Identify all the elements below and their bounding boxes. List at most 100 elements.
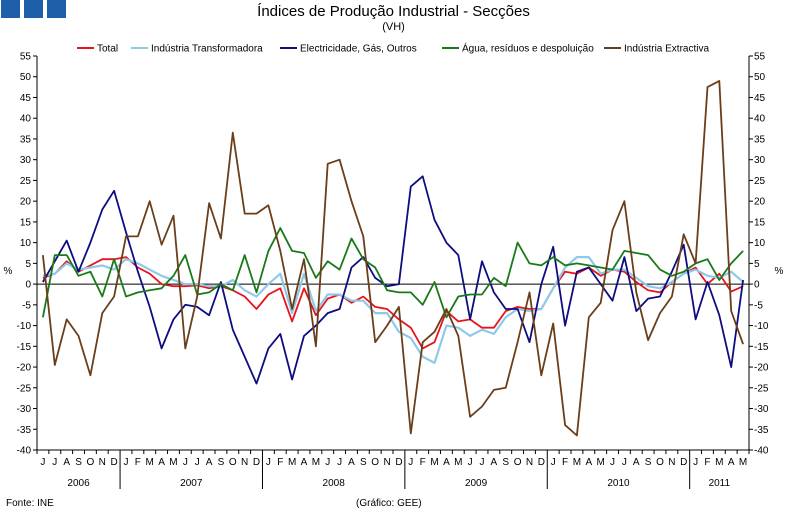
credit-note: (Gráfico: GEE) (356, 498, 422, 509)
y-tick-label-left: 0 (25, 280, 31, 291)
x-tick-label: S (75, 457, 82, 468)
y-tick-label-left: 10 (20, 238, 32, 249)
x-tick-label: J (480, 457, 485, 468)
y-axis-label-left: % (4, 266, 13, 277)
y-tick-label-left: 55 (20, 52, 32, 63)
logo-block-1 (1, 0, 20, 18)
x-tick-label: A (301, 457, 308, 468)
x-tick-label: M (169, 457, 177, 468)
x-tick-label: M (573, 457, 581, 468)
y-tick-label-right: 15 (754, 217, 766, 228)
x-tick-label: A (348, 457, 355, 468)
x-tick-label: A (728, 457, 735, 468)
x-tick-label: J (610, 457, 615, 468)
year-label: 2007 (180, 478, 203, 489)
logo-block-2 (24, 0, 43, 18)
year-label: 2011 (709, 478, 731, 489)
x-tick-label: A (491, 457, 498, 468)
legend-label-4: Água, resíduos e despoluição (462, 42, 594, 55)
y-tick-label-right: 20 (754, 197, 766, 208)
x-tick-label: O (514, 457, 522, 468)
year-label: 2006 (67, 478, 90, 489)
x-tick-label: D (253, 457, 260, 468)
x-tick-label: J (468, 457, 473, 468)
y-tick-label-right: 55 (754, 52, 766, 63)
y-tick-label-right: 25 (754, 176, 766, 187)
y-tick-label-right: -10 (754, 321, 769, 332)
series-line-2 (42, 256, 744, 364)
x-tick-label: F (420, 457, 426, 468)
y-tick-label-left: 40 (20, 114, 32, 125)
y-tick-label-left: -5 (22, 300, 31, 311)
series-lines (42, 80, 744, 437)
y-tick-label-right: 30 (754, 155, 766, 166)
x-tick-label: O (371, 457, 379, 468)
x-tick-label: N (383, 457, 390, 468)
x-tick-label: M (739, 457, 747, 468)
x-tick-label: F (277, 457, 283, 468)
y-tick-label-right: 40 (754, 114, 766, 125)
legend-label-3: Electricidade, Gás, Outros (300, 44, 417, 55)
y-tick-label-right: -40 (754, 446, 769, 457)
x-tick-label: D (538, 457, 545, 468)
x-tick-label: F (704, 457, 710, 468)
x-tick-label: D (111, 457, 118, 468)
y-tick-label-left: 30 (20, 155, 32, 166)
x-tick-label: O (229, 457, 237, 468)
x-tick-label: A (158, 457, 165, 468)
x-tick-label: J (408, 457, 413, 468)
x-tick-label: N (668, 457, 675, 468)
x-tick-label: J (266, 457, 271, 468)
x-tick-label: F (135, 457, 141, 468)
y-tick-label-left: -15 (17, 342, 32, 353)
x-tick-label: A (585, 457, 592, 468)
y-tick-label-right: -20 (754, 363, 769, 374)
logo-block-3 (47, 0, 66, 18)
y-tick-label-left: 5 (25, 259, 31, 270)
x-tick-label: J (693, 457, 698, 468)
x-tick-label: J (52, 457, 57, 468)
y-tick-label-left: -10 (17, 321, 32, 332)
y-tick-label-left: 15 (20, 217, 32, 228)
x-tick-label: A (633, 457, 640, 468)
x-tick-label: A (443, 457, 450, 468)
x-tick-label: N (526, 457, 533, 468)
x-tick-label: D (395, 457, 402, 468)
x-tick-label: M (288, 457, 296, 468)
y-tick-label-left: 20 (20, 197, 32, 208)
x-tick-label: M (312, 457, 320, 468)
x-tick-label: A (63, 457, 70, 468)
y-tick-label-right: -25 (754, 383, 769, 394)
y-tick-label-right: 50 (754, 72, 766, 83)
legend-label-2: Indústria Transformadora (151, 44, 263, 55)
y-tick-label-right: -15 (754, 342, 769, 353)
y-axis-label-right: % (775, 266, 784, 277)
source-note: Fonte: INE (6, 498, 54, 509)
x-tick-label: O (87, 457, 95, 468)
x-tick-label: O (656, 457, 664, 468)
series-line-3 (42, 175, 744, 385)
y-tick-label-left: -25 (17, 383, 32, 394)
legend-label-1: Total (97, 44, 118, 55)
y-tick-label-right: -30 (754, 404, 769, 415)
y-tick-label-right: -35 (754, 425, 769, 436)
y-tick-label-right: -5 (754, 300, 763, 311)
x-tick-label: J (40, 457, 45, 468)
legend-label-5: Indústria Extractiva (624, 44, 709, 55)
chart-title: Índices de Produção Industrial - Secções (257, 3, 530, 20)
x-tick-label: M (596, 457, 604, 468)
x-tick-label: J (124, 457, 129, 468)
x-tick-label: J (337, 457, 342, 468)
legend: Total Indústria Transformadora Electricida… (77, 42, 709, 55)
y-tick-label-left: 50 (20, 72, 32, 83)
x-tick-label: M (715, 457, 723, 468)
x-tick-label: S (218, 457, 225, 468)
x-tick-label: S (360, 457, 367, 468)
x-tick-label: J (325, 457, 330, 468)
x-tick-label: D (680, 457, 687, 468)
year-label: 2008 (323, 478, 346, 489)
y-tick-label-left: 25 (20, 176, 32, 187)
y-tick-label-left: 45 (20, 93, 32, 104)
x-tick-label: J (195, 457, 200, 468)
series-line-4 (42, 227, 744, 319)
